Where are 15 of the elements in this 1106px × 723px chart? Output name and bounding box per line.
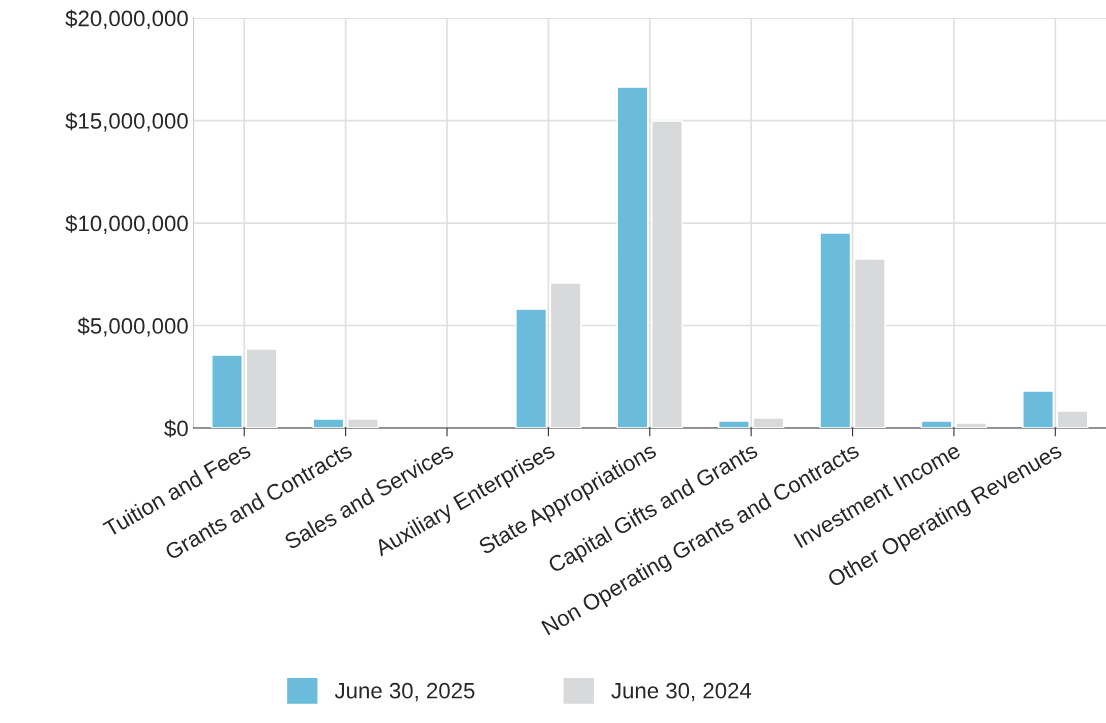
bar — [920, 420, 953, 429]
bar — [616, 86, 649, 429]
bar — [211, 354, 243, 429]
y-tick-label: $10,000,000 — [65, 214, 188, 234]
y-tick-label: $0 — [164, 419, 188, 438]
y-tick-label: $5,000,000 — [77, 317, 188, 337]
bar — [515, 308, 548, 429]
bar — [1022, 390, 1054, 429]
y-tick-label: $20,000,000 — [65, 9, 188, 29]
legend-label: June 30, 2025 — [334, 682, 475, 702]
bar — [718, 420, 750, 429]
bar — [819, 232, 852, 429]
y-tick-label: $15,000,000 — [65, 112, 188, 132]
legend-label: June 30, 2024 — [611, 682, 752, 702]
bar — [312, 418, 345, 429]
